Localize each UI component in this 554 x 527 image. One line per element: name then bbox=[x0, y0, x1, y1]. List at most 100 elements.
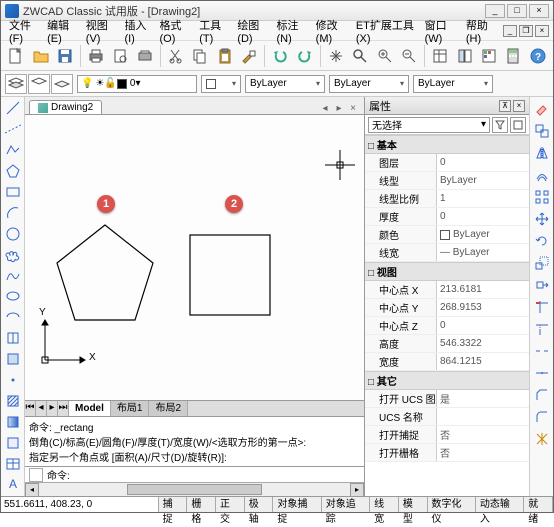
menu-tools[interactable]: 工具(T) bbox=[195, 15, 233, 47]
erase-tool[interactable] bbox=[532, 99, 552, 119]
layer-combo[interactable]: 💡 ☀ 🔓 0 ▾ bbox=[77, 75, 197, 93]
property-group[interactable]: □ 其它 bbox=[365, 371, 529, 390]
property-row[interactable]: UCS 名称 bbox=[365, 408, 529, 426]
tab-nav-left[interactable]: ◂ bbox=[318, 103, 332, 114]
pan-button[interactable] bbox=[325, 44, 347, 68]
move-tool[interactable] bbox=[532, 209, 552, 229]
plotstyle-combo[interactable]: ByLayer▾ bbox=[413, 75, 493, 93]
properties-close-button[interactable]: × bbox=[513, 100, 525, 112]
command-line[interactable]: 命令: bbox=[25, 466, 364, 482]
trim-tool[interactable] bbox=[532, 297, 552, 317]
copy-tool[interactable] bbox=[532, 121, 552, 141]
break-tool[interactable] bbox=[532, 341, 552, 361]
property-value[interactable]: 213.6181 bbox=[437, 281, 529, 298]
menu-help[interactable]: 帮助(H) bbox=[462, 15, 501, 47]
status-ready[interactable]: 就绪 bbox=[524, 497, 553, 512]
property-value[interactable]: 864.1215 bbox=[437, 353, 529, 370]
property-value[interactable]: 0 bbox=[437, 154, 529, 171]
property-value[interactable]: 是 bbox=[437, 390, 529, 407]
status-polar[interactable]: 极轴 bbox=[245, 497, 274, 512]
property-value[interactable]: 否 bbox=[437, 426, 529, 443]
layout-nav-first[interactable]: ⏮ bbox=[25, 401, 36, 416]
redo-button[interactable] bbox=[294, 44, 316, 68]
layer-states-button[interactable] bbox=[28, 74, 50, 94]
document-tab[interactable]: Drawing2 bbox=[29, 100, 102, 114]
insert-block-tool[interactable] bbox=[3, 329, 23, 348]
undo-button[interactable] bbox=[269, 44, 291, 68]
property-group[interactable]: □ 基本 bbox=[365, 135, 529, 154]
extend-tool[interactable] bbox=[532, 319, 552, 339]
status-ortho[interactable]: 正交 bbox=[216, 497, 245, 512]
quick-select-button[interactable] bbox=[492, 117, 508, 133]
mdi-close-button[interactable]: × bbox=[535, 25, 549, 37]
layout-nav-prev[interactable]: ◂ bbox=[36, 401, 47, 416]
rotate-tool[interactable] bbox=[532, 231, 552, 251]
menu-edit[interactable]: 编辑(E) bbox=[43, 15, 82, 47]
tab-close[interactable]: × bbox=[346, 103, 360, 114]
property-row[interactable]: 颜色ByLayer bbox=[365, 226, 529, 244]
status-dyn[interactable]: 动态输入 bbox=[476, 497, 524, 512]
status-osnap[interactable]: 对象捕捉 bbox=[273, 497, 321, 512]
property-row[interactable]: 图层0 bbox=[365, 154, 529, 172]
properties-button[interactable] bbox=[429, 44, 451, 68]
property-value[interactable]: ByLayer bbox=[437, 226, 529, 243]
menu-view[interactable]: 视图(V) bbox=[82, 15, 121, 47]
make-block-tool[interactable] bbox=[3, 350, 23, 369]
revision-cloud-tool[interactable] bbox=[3, 245, 23, 264]
table-tool[interactable] bbox=[3, 454, 23, 473]
property-row[interactable]: 中心点 Y268.9153 bbox=[365, 299, 529, 317]
fillet-tool[interactable] bbox=[532, 407, 552, 427]
property-value[interactable]: 546.3322 bbox=[437, 335, 529, 352]
chamfer-tool[interactable] bbox=[532, 385, 552, 405]
property-value[interactable]: 0 bbox=[437, 208, 529, 225]
property-row[interactable]: 高度546.3322 bbox=[365, 335, 529, 353]
hatch-tool[interactable] bbox=[3, 391, 23, 410]
tab-layout2[interactable]: 布局2 bbox=[149, 401, 188, 416]
tab-model[interactable]: Model bbox=[69, 401, 111, 416]
property-value[interactable]: 否 bbox=[437, 444, 529, 461]
property-row[interactable]: 打开 UCS 图标是 bbox=[365, 390, 529, 408]
property-value[interactable]: 1 bbox=[437, 190, 529, 207]
layout-nav-last[interactable]: ⏭ bbox=[58, 401, 69, 416]
scroll-thumb[interactable] bbox=[127, 484, 263, 495]
save-button[interactable] bbox=[54, 44, 76, 68]
property-row[interactable]: 线型ByLayer bbox=[365, 172, 529, 190]
lineweight-combo[interactable]: ByLayer▾ bbox=[329, 75, 409, 93]
arc-tool[interactable] bbox=[3, 203, 23, 222]
status-snap[interactable]: 捕捉 bbox=[159, 497, 188, 512]
match-prop-button[interactable] bbox=[238, 44, 260, 68]
layout-nav-next[interactable]: ▸ bbox=[47, 401, 58, 416]
help-button[interactable]: ? bbox=[526, 44, 548, 68]
property-value[interactable]: — ByLayer bbox=[437, 244, 529, 261]
tab-nav-right[interactable]: ▸ bbox=[332, 103, 346, 114]
polyline-tool[interactable] bbox=[3, 141, 23, 160]
property-row[interactable]: 线宽— ByLayer bbox=[365, 244, 529, 262]
menu-draw[interactable]: 绘图(D) bbox=[233, 15, 272, 47]
selection-combo[interactable]: 无选择▾ bbox=[368, 117, 490, 133]
menu-et[interactable]: ET扩展工具(X) bbox=[352, 15, 421, 47]
region-tool[interactable] bbox=[3, 433, 23, 452]
property-value[interactable] bbox=[437, 408, 529, 425]
zoom-previous-button[interactable] bbox=[398, 44, 420, 68]
property-group[interactable]: □ 视图 bbox=[365, 262, 529, 281]
drawing-canvas[interactable]: X Y 1 2 bbox=[25, 115, 364, 400]
linetype-combo[interactable]: ByLayer▾ bbox=[245, 75, 325, 93]
close-button[interactable]: × bbox=[529, 4, 549, 18]
scroll-left-button[interactable]: ◂ bbox=[25, 483, 39, 497]
explode-tool[interactable] bbox=[532, 429, 552, 449]
property-row[interactable]: 中心点 Z0 bbox=[365, 317, 529, 335]
layer-previous-button[interactable] bbox=[51, 74, 73, 94]
tool-palettes-button[interactable] bbox=[478, 44, 500, 68]
open-button[interactable] bbox=[29, 44, 51, 68]
property-value[interactable]: 268.9153 bbox=[437, 299, 529, 316]
cut-button[interactable] bbox=[165, 44, 187, 68]
ellipse-tool[interactable] bbox=[3, 287, 23, 306]
menu-format[interactable]: 格式(O) bbox=[156, 15, 196, 47]
property-value[interactable]: 0 bbox=[437, 317, 529, 334]
horizontal-scrollbar[interactable]: ◂ ▸ bbox=[25, 482, 364, 496]
point-tool[interactable] bbox=[3, 371, 23, 390]
status-grid[interactable]: 栅格 bbox=[187, 497, 216, 512]
scale-tool[interactable] bbox=[532, 253, 552, 273]
design-center-button[interactable] bbox=[453, 44, 475, 68]
circle-tool[interactable] bbox=[3, 224, 23, 243]
